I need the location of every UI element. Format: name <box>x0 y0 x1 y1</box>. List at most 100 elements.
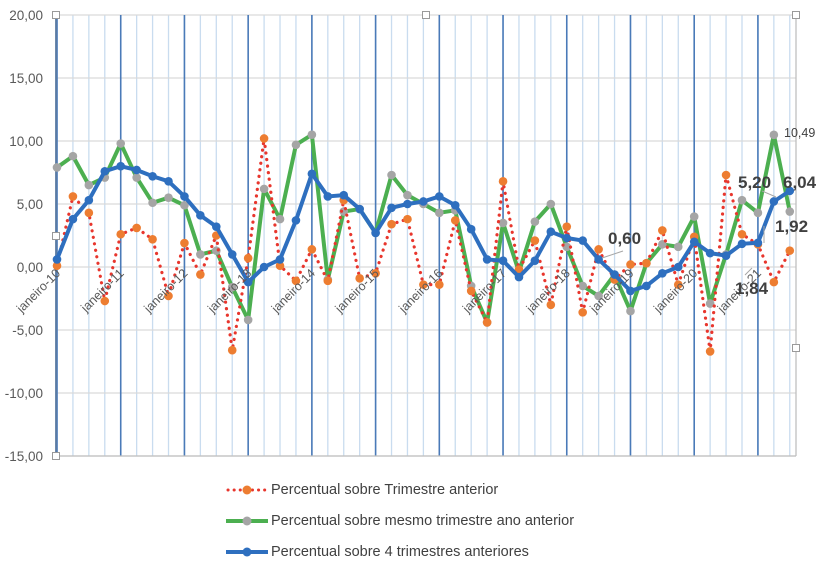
data-point <box>721 170 731 180</box>
data-point <box>705 299 715 308</box>
data-point <box>546 300 556 310</box>
data-point <box>578 281 587 291</box>
dotted-line-orange-marker-icon <box>226 485 268 494</box>
data-point <box>116 229 126 239</box>
data-point <box>84 180 94 190</box>
data-point <box>259 262 269 272</box>
y-tick-label: 20,00 <box>9 8 43 23</box>
data-point <box>339 190 349 200</box>
data-point <box>769 130 779 140</box>
data-point <box>291 276 301 286</box>
data-point <box>610 270 619 279</box>
data-point <box>355 204 364 214</box>
data-point <box>419 280 428 289</box>
data-point <box>387 219 396 229</box>
data-label: 10,49 <box>784 126 815 140</box>
data-point <box>769 197 779 206</box>
data-point <box>594 245 603 254</box>
data-point <box>546 227 556 237</box>
legend-item-trimestre-anterior: Percentual sobre Trimestre anterior <box>226 474 574 505</box>
resize-handle[interactable] <box>792 344 800 352</box>
data-point <box>323 192 333 201</box>
resize-handle[interactable] <box>422 11 430 19</box>
data-point <box>466 224 476 234</box>
data-point <box>132 173 141 182</box>
data-point <box>594 291 603 301</box>
data-point <box>514 272 524 282</box>
y-axis-tick-labels: 20,00 15,00 10,00 5,00 0,00 -5,00 -10,00 -15,00 <box>5 8 43 464</box>
data-point <box>626 260 635 269</box>
resize-handle[interactable] <box>52 11 60 19</box>
data-point <box>562 222 572 231</box>
data-point <box>116 161 126 171</box>
blue-line-blue-marker-icon <box>226 547 268 556</box>
x-tick-label: janeiro-11 <box>78 266 127 315</box>
data-series <box>52 130 795 356</box>
data-point <box>275 261 285 271</box>
data-point <box>196 250 205 259</box>
data-point <box>594 255 603 264</box>
data-point <box>753 208 763 218</box>
data-labels: 0,60 1,84 1,92 5,20 6,04 10,49 <box>601 126 817 298</box>
data-point <box>403 199 412 209</box>
data-point <box>705 347 715 356</box>
leader-line <box>601 250 624 259</box>
data-point <box>275 214 285 224</box>
data-point <box>227 250 237 259</box>
data-point <box>227 345 237 355</box>
data-point <box>530 256 540 266</box>
data-point <box>450 200 460 210</box>
data-point <box>371 269 380 278</box>
data-point <box>100 166 110 176</box>
data-point <box>785 207 795 216</box>
data-point <box>403 214 412 224</box>
resize-handle[interactable] <box>792 11 800 19</box>
data-point <box>498 177 508 186</box>
data-point <box>52 163 62 172</box>
data-point <box>658 226 667 235</box>
data-label: 6,04 <box>783 173 817 192</box>
legend-label: Percentual sobre Trimestre anterior <box>271 481 499 498</box>
data-point <box>291 216 301 225</box>
data-point <box>450 216 460 225</box>
data-point <box>562 233 572 243</box>
data-point <box>578 308 587 317</box>
data-point <box>148 198 157 208</box>
y-tick-label: 0,00 <box>17 260 43 275</box>
data-point <box>387 170 396 180</box>
data-point <box>642 258 651 268</box>
data-point <box>769 277 779 287</box>
data-point <box>658 269 667 278</box>
resize-handle[interactable] <box>52 452 60 460</box>
data-point <box>243 253 253 263</box>
y-tick-label: -15,00 <box>5 449 43 464</box>
x-tick-label: janeiro-18 <box>523 266 573 316</box>
x-tick-label: janeiro-14 <box>268 266 318 316</box>
series-2 <box>52 161 795 296</box>
data-point <box>212 222 221 231</box>
data-point <box>642 281 651 291</box>
resize-handle[interactable] <box>52 232 60 240</box>
data-point <box>721 251 731 260</box>
x-tick-label: janeiro-13 <box>204 266 254 316</box>
data-point <box>68 151 78 161</box>
x-axis-tick-labels: janeiro-10 janeiro-11 janeiro-12 janeiro-13… <box>13 266 764 316</box>
selection-handles[interactable] <box>52 11 800 460</box>
data-point <box>164 291 173 301</box>
data-point <box>132 223 141 233</box>
data-point <box>371 228 380 238</box>
data-point <box>705 248 715 258</box>
data-point <box>307 169 317 179</box>
data-point <box>482 318 492 327</box>
legend-label: Percentual sobre 4 trimestres anteriores <box>271 543 529 560</box>
data-point <box>84 195 94 205</box>
y-tick-label: 15,00 <box>9 71 43 86</box>
data-point <box>180 238 189 248</box>
data-point <box>68 214 78 224</box>
data-point <box>164 177 173 186</box>
data-point <box>196 211 205 220</box>
data-point <box>84 208 94 218</box>
data-point <box>689 212 699 221</box>
data-point <box>466 286 476 296</box>
data-point <box>387 203 396 213</box>
